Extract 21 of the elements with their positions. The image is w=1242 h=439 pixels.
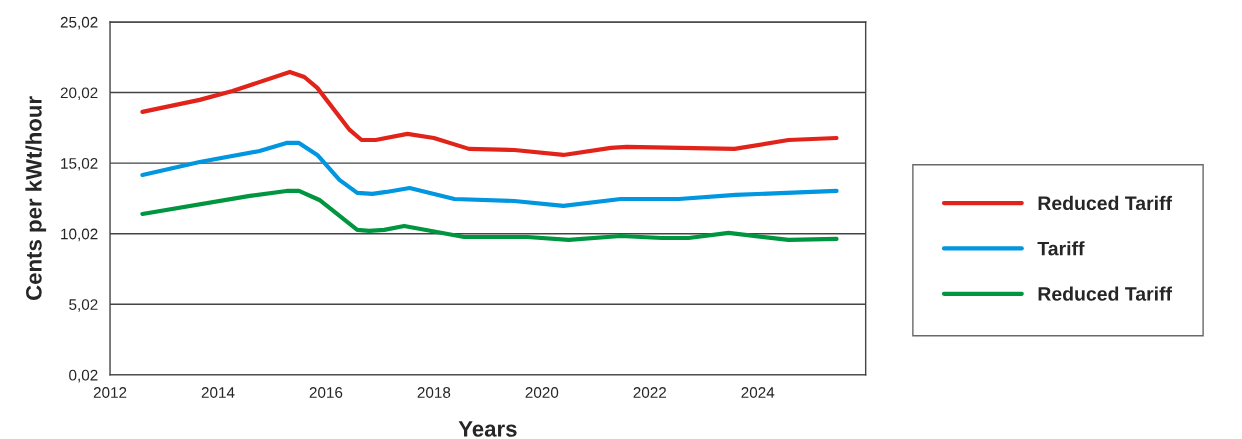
x-tick-label: 2012 (93, 387, 127, 398)
x-tick-label: 2014 (201, 387, 235, 398)
y-tick-label: 10,02 (61, 228, 98, 242)
y-tick-label: 25,02 (60, 16, 98, 30)
x-axis-title: Years (458, 421, 517, 437)
x-tick-label: 2018 (417, 387, 451, 398)
legend-label: Reduced Tariff (1038, 286, 1173, 301)
line-series (140, 188, 839, 243)
y-tick-label: 20,02 (60, 87, 98, 101)
line-series (140, 140, 839, 208)
y-axis-title: Cents per kWt/hour (25, 96, 47, 300)
x-tick-label: 2020 (525, 387, 559, 398)
line-series (140, 69, 839, 158)
x-tick-label: 2024 (741, 387, 775, 398)
legend-label: Reduced Tariff (1038, 195, 1173, 211)
x-tick-label: 2022 (633, 387, 667, 398)
legend-label: Tariff (1037, 241, 1085, 256)
x-tick-label: 2016 (309, 387, 343, 398)
y-tick-label: 15,02 (61, 158, 98, 171)
y-tick-label: 0,02 (69, 369, 98, 383)
y-tick-label: 5,02 (69, 299, 98, 312)
